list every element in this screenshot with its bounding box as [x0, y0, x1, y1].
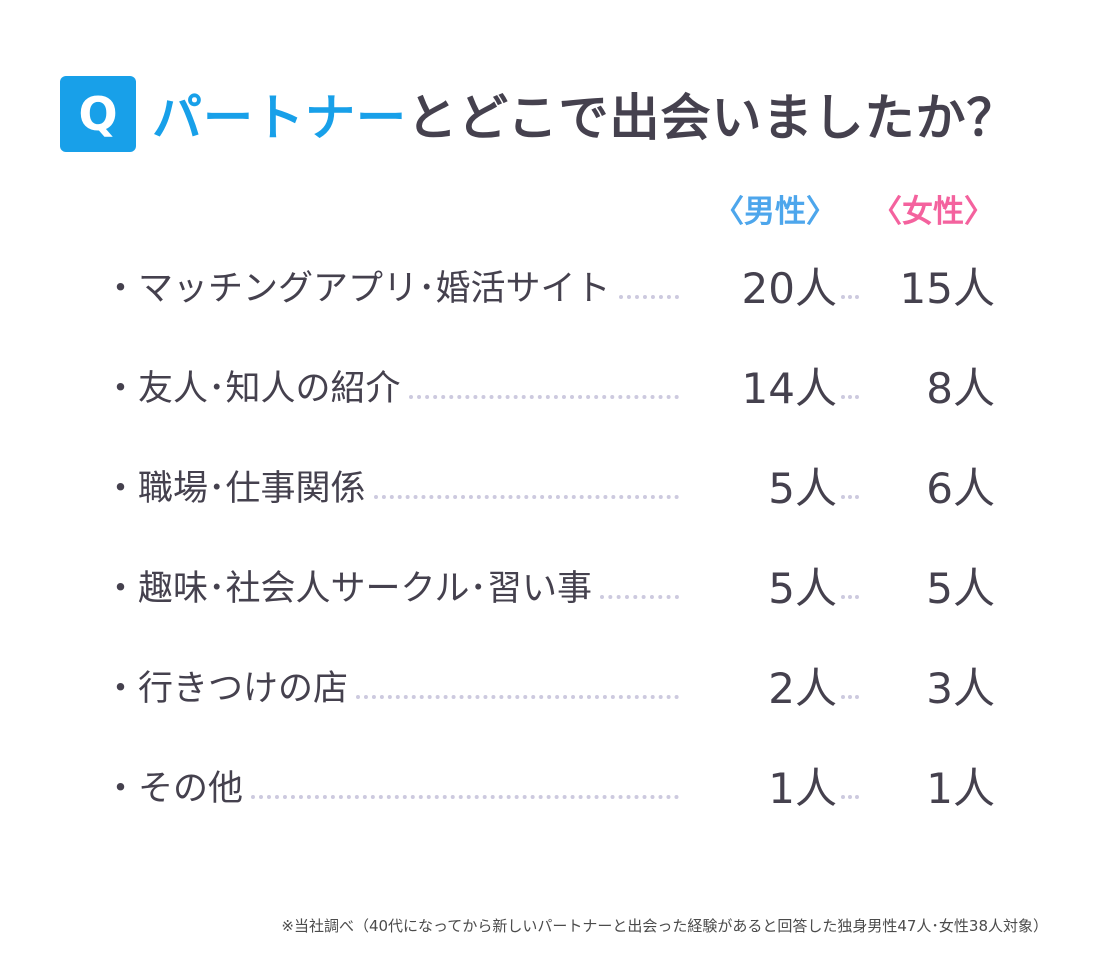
dotted-leader: [356, 695, 679, 699]
table-row: ・マッチングアプリ･婚活サイト 20人 15人: [103, 235, 995, 335]
male-value: 20人: [741, 263, 837, 313]
column-headers: 〈男性〉 〈女性〉: [103, 186, 995, 231]
dotted-leader: [841, 695, 859, 699]
male-value: 2人: [768, 663, 837, 713]
female-value: 1人: [926, 763, 995, 813]
female-value: 6人: [926, 463, 995, 513]
row-label: ・職場･仕事関係: [103, 468, 366, 509]
male-value: 5人: [768, 463, 837, 513]
column-header-male: 〈男性〉: [713, 194, 837, 230]
title-rest: とどこで出会いましたか？: [407, 89, 1018, 147]
survey-table: 〈男性〉 〈女性〉 ・マッチングアプリ･婚活サイト 20人 15人 ・友人･知人…: [103, 186, 995, 835]
female-value: 3人: [926, 663, 995, 713]
table-row: ・職場･仕事関係 5人 6人: [103, 435, 995, 535]
dotted-leader: [373, 495, 679, 499]
dotted-leader: [841, 595, 859, 599]
female-value: 15人: [899, 263, 995, 313]
table-row: ・趣味･社会人サークル･習い事 5人 5人: [103, 535, 995, 635]
dotted-leader: [408, 395, 679, 399]
table-row: ・友人･知人の紹介 14人 8人: [103, 335, 995, 435]
row-label: ・友人･知人の紹介: [103, 368, 401, 409]
column-header-female: 〈女性〉: [871, 194, 995, 230]
question-badge: Q: [60, 76, 136, 152]
dotted-leader: [841, 795, 859, 799]
row-label: ・その他: [103, 768, 244, 809]
dotted-leader: [599, 595, 679, 599]
dotted-leader: [618, 295, 679, 299]
dotted-leader: [841, 295, 859, 299]
table-row: ・その他 1人 1人: [103, 735, 995, 835]
row-label: ・趣味･社会人サークル･習い事: [103, 568, 592, 609]
row-label: ・マッチングアプリ･婚活サイト: [103, 268, 611, 309]
female-value: 8人: [926, 363, 995, 413]
male-value: 1人: [768, 763, 837, 813]
dotted-leader: [251, 795, 679, 799]
row-label: ・行きつけの店: [103, 668, 349, 709]
dotted-leader: [841, 395, 859, 399]
male-value: 5人: [768, 563, 837, 613]
dotted-leader: [841, 495, 859, 499]
page-title: パートナーとどこで出会いましたか？: [152, 78, 1018, 150]
footnote: ※当社調べ（40代になってから新しいパートナーと出会った経験があると回答した独身…: [281, 917, 1048, 935]
page-header: Q パートナーとどこで出会いましたか？: [60, 76, 1100, 152]
female-value: 5人: [926, 563, 995, 613]
male-value: 14人: [741, 363, 837, 413]
title-highlight: パートナー: [152, 89, 407, 147]
table-row: ・行きつけの店 2人 3人: [103, 635, 995, 735]
